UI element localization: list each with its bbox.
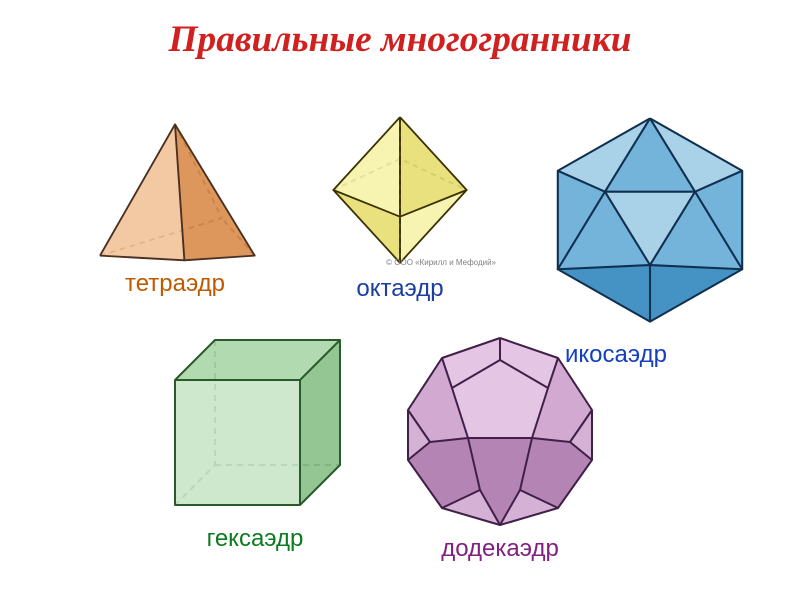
- tetrahedron-shape: [80, 115, 270, 265]
- credit-text: © ООО «Кирилл и Мефодий»: [386, 258, 496, 267]
- octahedron-shape: [310, 110, 490, 270]
- octahedron-block: © ООО «Кирилл и Мефодий» октаэдр: [310, 110, 490, 303]
- hexahedron-label: гексаэдр: [155, 525, 355, 553]
- dodecahedron-label: додекаэдр: [395, 535, 605, 563]
- hexahedron-shape: [155, 330, 355, 520]
- tetrahedron-label: тетраэдр: [80, 270, 270, 298]
- hexahedron-block: гексаэдр: [155, 330, 355, 553]
- octahedron-label: октаэдр: [310, 275, 490, 303]
- icosahedron-shape: [545, 110, 755, 330]
- dodecahedron-block: додекаэдр: [395, 330, 605, 563]
- page-title: Правильные многогранники: [0, 18, 800, 61]
- dodecahedron-shape: [395, 330, 605, 530]
- tetrahedron-block: тетраэдр: [80, 115, 270, 298]
